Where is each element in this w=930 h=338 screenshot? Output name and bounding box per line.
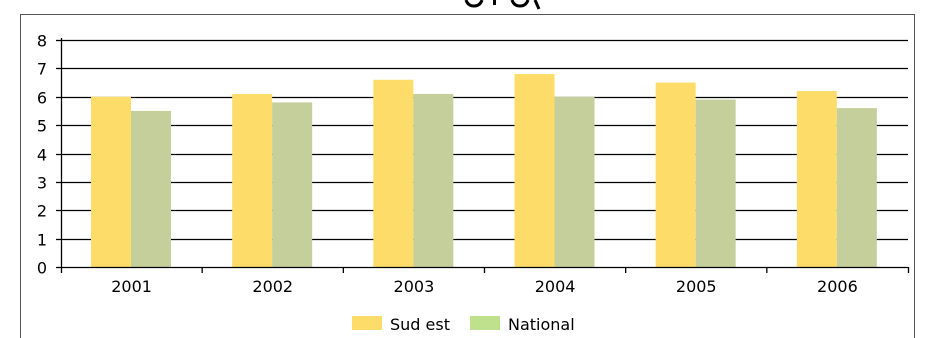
- legend-label: National: [508, 315, 575, 334]
- bar-national-2002: [272, 102, 313, 267]
- axes: [56, 38, 910, 273]
- bar-sud-est-2001: [91, 96, 131, 267]
- x-tick-label: 2002: [252, 277, 293, 296]
- bar-national-2005: [695, 99, 736, 268]
- legend: Sud est National: [352, 315, 575, 334]
- y-tick-label: 4: [37, 146, 47, 165]
- bar-sud-est-2006: [796, 91, 837, 267]
- bar-national-2004: [554, 96, 595, 267]
- legend-label: Sud est: [390, 315, 450, 334]
- x-tick-label: 2003: [394, 277, 435, 296]
- bar-national-2006: [836, 108, 877, 267]
- y-tick-label: 5: [37, 117, 47, 136]
- bars: [91, 74, 877, 268]
- y-tick-labels: 0 1 2 3 4 5 6 7 8: [37, 32, 47, 278]
- grid-lines: [61, 39, 908, 241]
- y-tick-label: 6: [37, 89, 47, 108]
- bar-sud-est-2003: [373, 79, 414, 267]
- y-tick-label: 7: [37, 60, 47, 79]
- y-tick-label: 3: [37, 174, 47, 193]
- x-tick-label: 2004: [535, 277, 576, 296]
- x-tick-labels: 2001 2002 2003 2004 2005 2006: [111, 277, 858, 296]
- y-tick-label: 0: [37, 259, 47, 278]
- bar-national-2003: [413, 93, 454, 267]
- clipped-title-remnant: [464, 0, 541, 10]
- bar-sud-est-2004: [514, 74, 555, 267]
- bar-national-2001: [131, 110, 171, 267]
- x-tick-label: 2005: [676, 277, 717, 296]
- legend-swatch: [470, 316, 500, 330]
- bar-sud-est-2002: [232, 93, 273, 267]
- y-tick-label: 1: [37, 231, 47, 250]
- x-tick-label: 2006: [817, 277, 858, 296]
- legend-swatch: [352, 316, 382, 330]
- bar-sud-est-2005: [655, 82, 696, 267]
- y-tick-label: 8: [37, 32, 47, 51]
- x-tick-label: 2001: [111, 277, 152, 296]
- y-tick-label: 2: [37, 202, 47, 221]
